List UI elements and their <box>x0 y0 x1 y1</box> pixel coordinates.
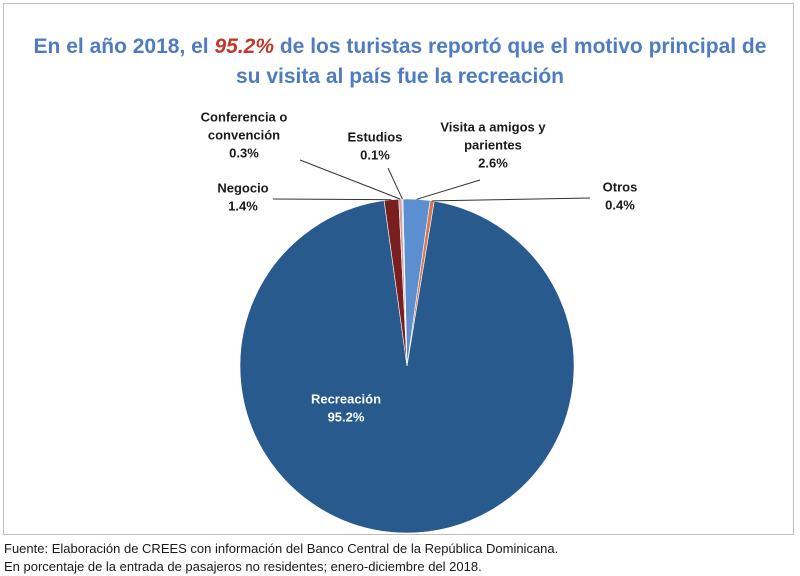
title-text-before: En el año 2018, el <box>33 35 215 58</box>
data-label-name-otros: Otros <box>603 179 638 194</box>
data-label-name-conferencia-o-convencion: Conferencia o <box>201 109 288 124</box>
pie-slices <box>239 198 575 534</box>
leader-line-otros <box>432 197 591 202</box>
data-label-value-estudios: 0.1% <box>360 147 390 162</box>
title-text-after: de los turistas reportó que el motivo pr… <box>274 35 767 58</box>
source-note: Fuente: Elaboración de CREES con informa… <box>4 541 559 556</box>
leader-line-estudios <box>387 167 403 200</box>
data-label-name-recreacion: Recreación <box>311 391 381 406</box>
data-label-name-visita-a-amigos-y-parientes: parientes <box>464 137 522 152</box>
scope-note: En porcentaje de la entrada de pasajeros… <box>4 559 482 574</box>
chart-title: En el año 2018, el 95.2% de los turistas… <box>0 32 800 92</box>
data-label-name-negocio: Negocio <box>217 180 268 195</box>
chart-title-line1: En el año 2018, el 95.2% de los turistas… <box>0 32 800 62</box>
leader-line-negocio <box>272 198 392 201</box>
slice-labels: Visita a amigos y parientes 2.6% Otros 0.4% R… <box>201 109 638 424</box>
pie-chart: Visita a amigos y parientes 2.6% Otros 0.4% R… <box>201 109 638 534</box>
data-label-value-otros: 0.4% <box>605 197 635 212</box>
data-label-value-recreacion: 95.2% <box>328 409 365 424</box>
pie-slice-recreacion <box>239 200 575 534</box>
title-highlight-value: 95.2% <box>214 35 275 58</box>
data-label-name-visita-a-amigos-y-parientes: Visita a amigos y <box>440 119 546 134</box>
data-label-name-conferencia-o-convencion: convención <box>208 127 280 142</box>
data-label-value-negocio: 1.4% <box>228 198 258 213</box>
leader-lines <box>272 159 591 202</box>
chart-title-line2: su visita al país fue la recreación <box>236 65 564 88</box>
data-label-value-visita-a-amigos-y-parientes: 2.6% <box>478 155 508 170</box>
leader-line-visita-a-amigos-y-parientes <box>416 179 481 200</box>
chart-footer: Fuente: Elaboración de CREES con informa… <box>4 540 558 576</box>
leader-line-conferencia-o-convencion <box>299 159 401 200</box>
data-label-name-estudios: Estudios <box>348 129 403 144</box>
data-label-value-conferencia-o-convencion: 0.3% <box>229 145 259 160</box>
